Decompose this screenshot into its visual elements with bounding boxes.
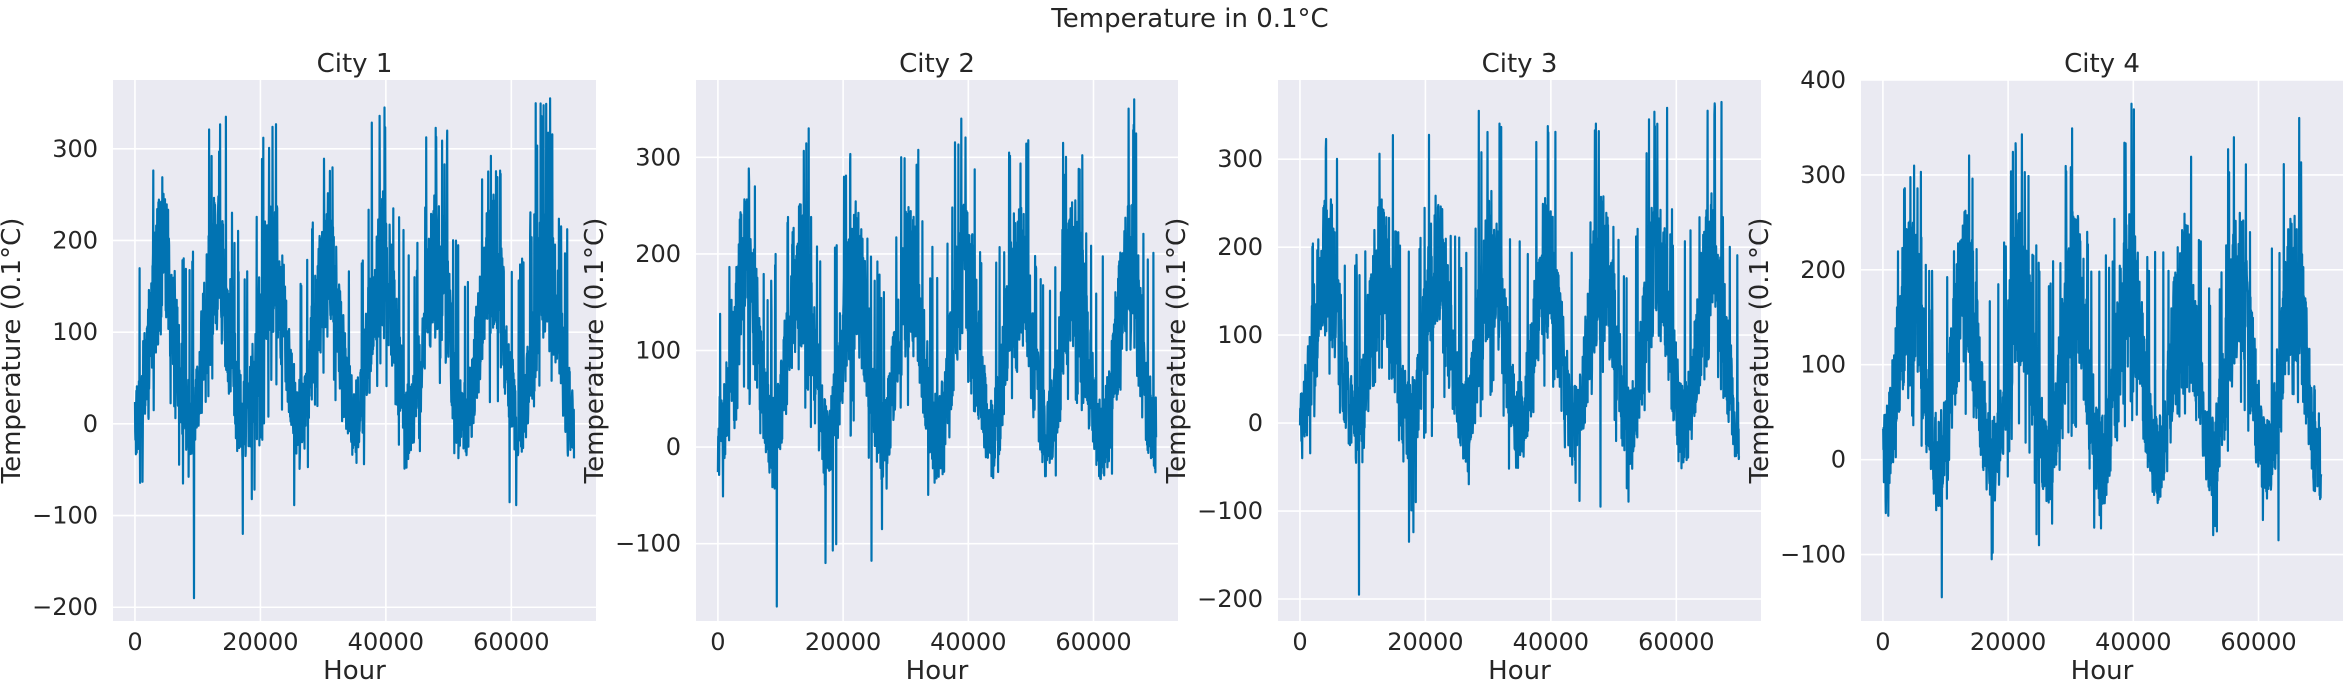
x-axis-label: Hour — [1488, 656, 1551, 686]
y-tick-label: −200 — [1197, 585, 1263, 613]
x-tick-label: 60000 — [1638, 628, 1714, 656]
y-axis-label: Temperature (0.1°C) — [1162, 218, 1192, 485]
x-tick-label: 20000 — [222, 628, 298, 656]
subplot-title: City 1 — [317, 49, 393, 79]
x-tick-label: 20000 — [805, 628, 881, 656]
subplot-title: City 4 — [2064, 49, 2140, 79]
subplot-city-4: 0 20000 40000 60000 −100 0 100 200 300 400 City 4 H… — [1745, 49, 2343, 686]
y-tick-label: 0 — [1831, 446, 1846, 474]
y-tick-label: 200 — [52, 226, 98, 254]
y-tick-label: −100 — [1780, 541, 1846, 569]
x-tick-label: 60000 — [473, 628, 549, 656]
x-tick-label: 20000 — [1387, 628, 1463, 656]
subplot-title: City 2 — [899, 49, 975, 79]
figure-suptitle: Temperature in 0.1°C — [1050, 4, 1328, 34]
y-axis-label: Temperature (0.1°C) — [580, 218, 610, 485]
x-tick-label: 40000 — [348, 628, 424, 656]
x-tick-label: 0 — [1292, 628, 1307, 656]
y-tick-label: −100 — [615, 530, 681, 558]
y-tick-label: −100 — [32, 502, 98, 530]
x-tick-label: 0 — [127, 628, 142, 656]
x-tick-label: 40000 — [930, 628, 1006, 656]
x-axis-label: Hour — [323, 656, 386, 686]
series-line-city-4 — [1881, 102, 2323, 599]
subplot-title: City 3 — [1482, 49, 1558, 79]
y-tick-label: 400 — [1800, 66, 1846, 94]
y-tick-label: 100 — [635, 337, 681, 365]
y-tick-label: 200 — [1217, 233, 1263, 261]
y-tick-label: 0 — [1248, 409, 1263, 437]
x-tick-label: 40000 — [2095, 628, 2171, 656]
y-tick-label: 300 — [1800, 161, 1846, 189]
y-tick-label: 100 — [52, 318, 98, 346]
x-tick-label: 60000 — [2220, 628, 2296, 656]
y-tick-label: −200 — [32, 593, 98, 621]
x-tick-label: 0 — [1875, 628, 1890, 656]
series-line-city-2 — [716, 98, 1158, 608]
series-line-city-1 — [133, 97, 576, 600]
x-axis-label: Hour — [906, 656, 969, 686]
y-tick-label: 0 — [666, 433, 681, 461]
y-axis-label: Temperature (0.1°C) — [1745, 218, 1775, 485]
x-tick-label: 0 — [710, 628, 725, 656]
subplot-city-2: 0 20000 40000 60000 −100 0 100 200 300 City 2 Hour… — [580, 49, 1178, 686]
x-axis-label: Hour — [2071, 656, 2134, 686]
y-tick-label: 100 — [1800, 351, 1846, 379]
y-tick-label: 200 — [1800, 256, 1846, 284]
y-tick-label: 300 — [635, 143, 681, 171]
y-axis-label: Temperature (0.1°C) — [0, 218, 27, 485]
y-tick-label: 100 — [1217, 321, 1263, 349]
x-tick-label: 40000 — [1513, 628, 1589, 656]
y-tick-label: 200 — [635, 240, 681, 268]
subplot-city-1: 0 20000 40000 60000 −200 −100 0 100 200 300 City 1… — [0, 49, 596, 686]
y-tick-label: 300 — [1217, 145, 1263, 173]
x-tick-label: 60000 — [1055, 628, 1131, 656]
subplot-city-3: 0 20000 40000 60000 −200 −100 0 100 200 300 City 3… — [1162, 49, 1761, 686]
series-line-city-3 — [1298, 100, 1741, 596]
x-tick-label: 20000 — [1970, 628, 2046, 656]
y-tick-label: 0 — [83, 410, 98, 438]
y-tick-label: −100 — [1197, 497, 1263, 525]
y-tick-label: 300 — [52, 135, 98, 163]
